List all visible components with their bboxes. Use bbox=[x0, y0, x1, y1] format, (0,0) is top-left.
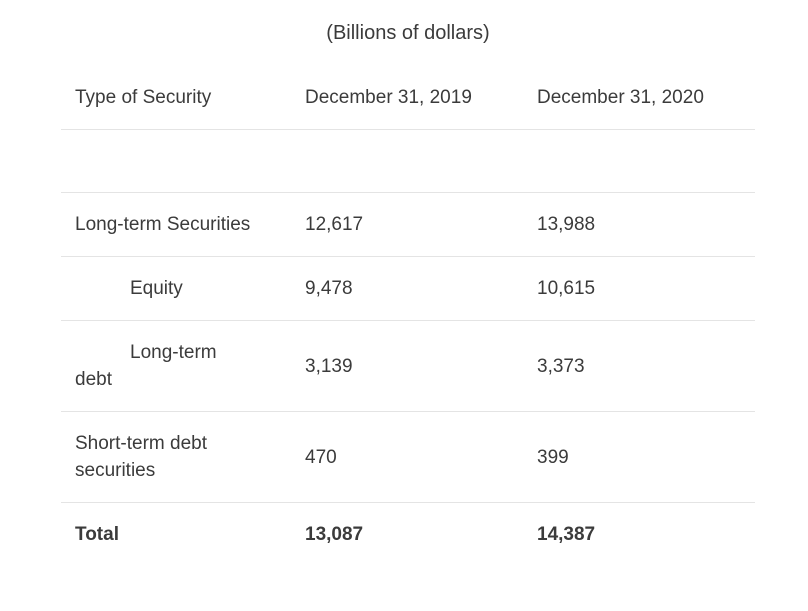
row-label: Short-term debt securities bbox=[61, 411, 305, 503]
table-row-long-term-debt: Long-term debt 3,139 3,373 bbox=[61, 320, 755, 412]
row-value-2019: 470 bbox=[305, 411, 537, 503]
row-label: Long-term debt bbox=[61, 320, 305, 412]
table-title: (Billions of dollars) bbox=[326, 22, 490, 44]
row-value-2020: 13,988 bbox=[537, 192, 755, 257]
row-value-2020: 14,387 bbox=[537, 524, 596, 545]
row-value-2019: 3,139 bbox=[305, 320, 537, 412]
row-value-2019: 9,478 bbox=[305, 256, 537, 321]
table-row-long-term-securities: Long-term Securities 12,617 13,988 bbox=[61, 192, 755, 257]
row-value-2020: 399 bbox=[537, 411, 755, 503]
table-row-total: Total 13,087 14,387 bbox=[61, 503, 755, 567]
row-value-2020 bbox=[537, 129, 755, 193]
row-value-2019 bbox=[305, 129, 537, 193]
row-label: Equity bbox=[61, 256, 305, 321]
securities-table: Type of Security December 31, 2019 Decem… bbox=[61, 66, 755, 566]
column-header-type-of-security: Type of Security bbox=[61, 66, 305, 130]
securities-table-container: (Billions of dollars) Type of Security D… bbox=[61, 20, 755, 566]
header-row: Type of Security December 31, 2019 Decem… bbox=[61, 66, 755, 130]
row-value-2020: 3,373 bbox=[537, 320, 755, 412]
table-row-equity: Equity 9,478 10,615 bbox=[61, 256, 755, 321]
column-header-dec-31-2019: December 31, 2019 bbox=[305, 66, 537, 130]
row-label bbox=[61, 129, 305, 193]
row-value-2019: 12,617 bbox=[305, 192, 537, 257]
row-label: Total bbox=[75, 524, 119, 545]
row-label: Long-term Securities bbox=[61, 192, 305, 257]
column-header-dec-31-2020: December 31, 2020 bbox=[537, 66, 755, 130]
table-row-short-term-debt-securities: Short-term debt securities 470 399 bbox=[61, 411, 755, 503]
spacer-row bbox=[61, 129, 755, 193]
row-value-2019: 13,087 bbox=[305, 524, 364, 545]
row-value-2020: 10,615 bbox=[537, 256, 755, 321]
